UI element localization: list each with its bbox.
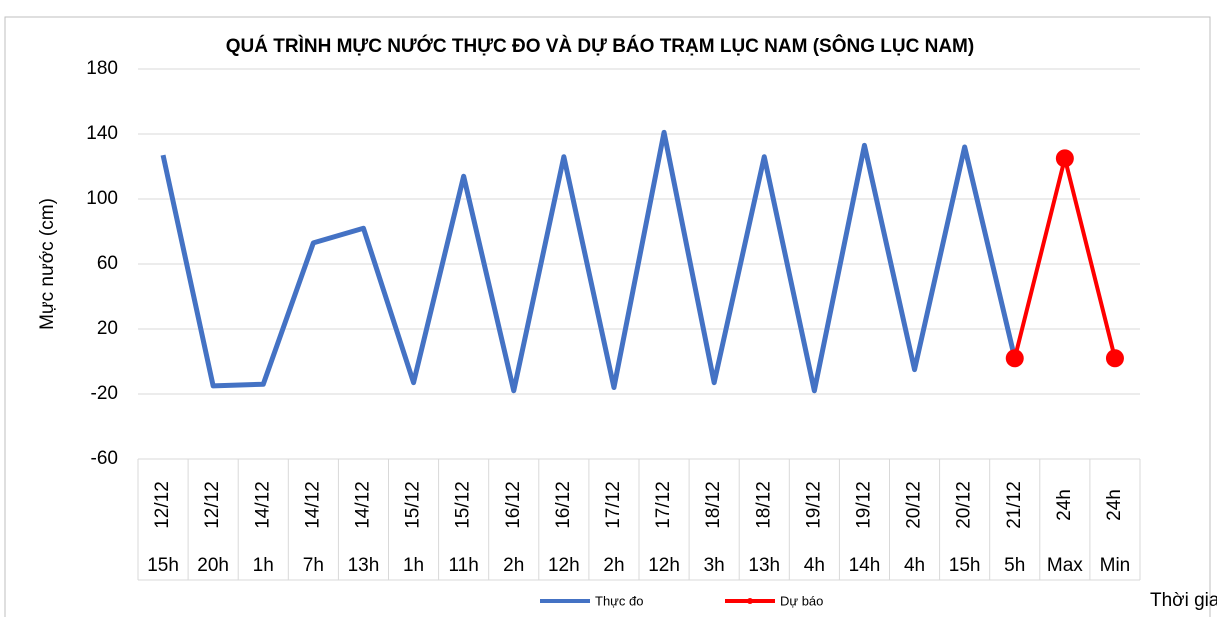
x-tick-group-label: 15/12 — [453, 481, 474, 529]
x-tick-group-label: 14/12 — [252, 481, 273, 529]
x-tick-label: 11h — [449, 555, 479, 576]
x-tick-group-label: 12/12 — [152, 481, 173, 529]
legend-marker — [747, 598, 753, 604]
x-tick-group-label: 21/12 — [1004, 481, 1025, 529]
x-tick-group-label: 20/12 — [904, 481, 925, 529]
x-tick-group-label: 20/12 — [954, 481, 975, 529]
x-tick-label: 4h — [904, 555, 925, 576]
x-tick-label: 12h — [548, 555, 580, 576]
y-tick-label: 180 — [86, 58, 118, 79]
legend-label: Dự báo — [780, 593, 823, 608]
y-tick-label: 140 — [86, 123, 118, 144]
x-tick-group-label: 18/12 — [753, 481, 774, 529]
x-tick-group-label: 14/12 — [352, 481, 373, 529]
x-tick-group-label: 24h — [1054, 489, 1075, 521]
chart-title: QUÁ TRÌNH MỰC NƯỚC THỰC ĐO VÀ DỰ BÁO TRẠ… — [226, 35, 974, 57]
x-tick-group-label: 12/12 — [202, 481, 223, 529]
series-line — [1012, 156, 1117, 359]
x-tick-label: 4h — [804, 555, 825, 576]
x-tick-label: 12h — [648, 555, 680, 576]
series-marker — [1005, 349, 1024, 368]
x-tick-group-label: 19/12 — [803, 481, 824, 529]
x-tick-group-label: 16/12 — [553, 481, 574, 529]
x-tick-label: 13h — [748, 555, 780, 576]
x-tick-label: 13h — [348, 555, 380, 576]
y-tick-label: -20 — [91, 383, 118, 404]
chart-border — [4, 16, 1211, 617]
y-tick-label: 100 — [86, 188, 118, 209]
x-tick-label: 15h — [147, 555, 179, 576]
x-tick-label: 7h — [303, 555, 324, 576]
x-tick-group-label: 15/12 — [403, 481, 424, 529]
x-tick-group-label: 17/12 — [603, 481, 624, 529]
x-tick-label: 1h — [253, 555, 274, 576]
x-tick-label: 20h — [197, 555, 229, 576]
x-tick-group-label: 18/12 — [703, 481, 724, 529]
y-tick-label: 60 — [97, 253, 118, 274]
x-tick-label: 14h — [849, 555, 881, 576]
x-tick-label: Min — [1100, 555, 1131, 576]
x-tick-group-label: 16/12 — [503, 481, 524, 529]
y-axis-title: Mực nước (cm) — [37, 198, 58, 330]
x-tick-label: Max — [1047, 555, 1083, 576]
x-axis-title: Thời gian — [1150, 590, 1217, 611]
x-tick-label: 2h — [503, 555, 524, 576]
legend-label: Thực đo — [595, 593, 643, 608]
x-tick-group-label: 17/12 — [653, 481, 674, 529]
x-tick-label: 3h — [704, 555, 725, 576]
x-tick-group-label: 24h — [1104, 489, 1125, 521]
x-tick-label: 15h — [949, 555, 981, 576]
x-tick-group-label: 19/12 — [853, 481, 874, 529]
series-marker — [1055, 149, 1074, 168]
y-tick-label: -60 — [91, 448, 118, 469]
x-tick-label: 1h — [403, 555, 424, 576]
series-line — [160, 129, 1018, 394]
x-tick-label: 5h — [1004, 555, 1025, 576]
series-marker — [1105, 349, 1124, 368]
y-tick-label: 20 — [97, 318, 118, 339]
x-tick-label: 2h — [603, 555, 624, 576]
x-tick-group-label: 14/12 — [302, 481, 323, 529]
